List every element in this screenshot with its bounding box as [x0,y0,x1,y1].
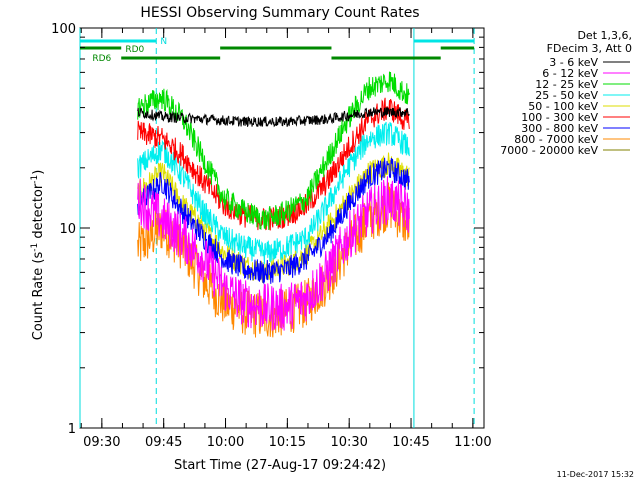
series-line-3 [137,121,410,265]
x-tick-label-6: 11:00 [454,435,491,450]
x-tick-label-0: 09:30 [83,435,120,450]
series-line-1 [137,176,410,331]
annotation-rd6: RD6 [92,54,111,64]
series-line-6 [137,157,410,285]
series-line-0 [137,106,410,128]
y-tick-label-2: 100 [51,22,76,37]
y-axis-label: Count Rate (s-1 detector-1) [30,170,46,341]
annotation-rd0: RD0 [125,45,144,55]
legend-label-4: 50 - 100 keV [528,100,598,113]
x-tick-label-4: 10:30 [330,435,367,450]
x-tick-label-5: 10:45 [392,435,429,450]
legend-label-0: 3 - 6 keV [549,56,598,69]
legend-header-2: FDecim 3, Att 0 [547,42,632,55]
x-axis-label: Start Time (27-Aug-17 09:24:42) [174,458,386,473]
series-line-2 [137,71,410,231]
legend-label-8: 7000 - 20000 keV [500,144,598,157]
x-tick-label-2: 10:00 [207,435,244,450]
y-tick-label-1: 10 [59,222,76,237]
legend-header-1: Det 1,3,6, [577,29,632,42]
footer-date: 11-Dec-2017 15:32 [557,470,634,479]
legend-label-1: 6 - 12 keV [542,67,598,80]
chart-title: HESSI Observing Summary Count Rates [140,5,419,21]
x-tick-label-3: 10:15 [269,435,306,450]
legend-label-6: 300 - 800 keV [521,122,598,135]
series-line-5 [137,97,410,231]
legend-label-2: 12 - 25 keV [535,78,598,91]
annotation-n: N [160,37,167,47]
legend-label-3: 25 - 50 keV [535,89,598,102]
legend-label-5: 100 - 300 keV [521,111,598,124]
legend-label-7: 800 - 7000 keV [514,133,598,146]
x-tick-label-1: 09:45 [145,435,182,450]
y-tick-label-0: 1 [68,422,76,437]
